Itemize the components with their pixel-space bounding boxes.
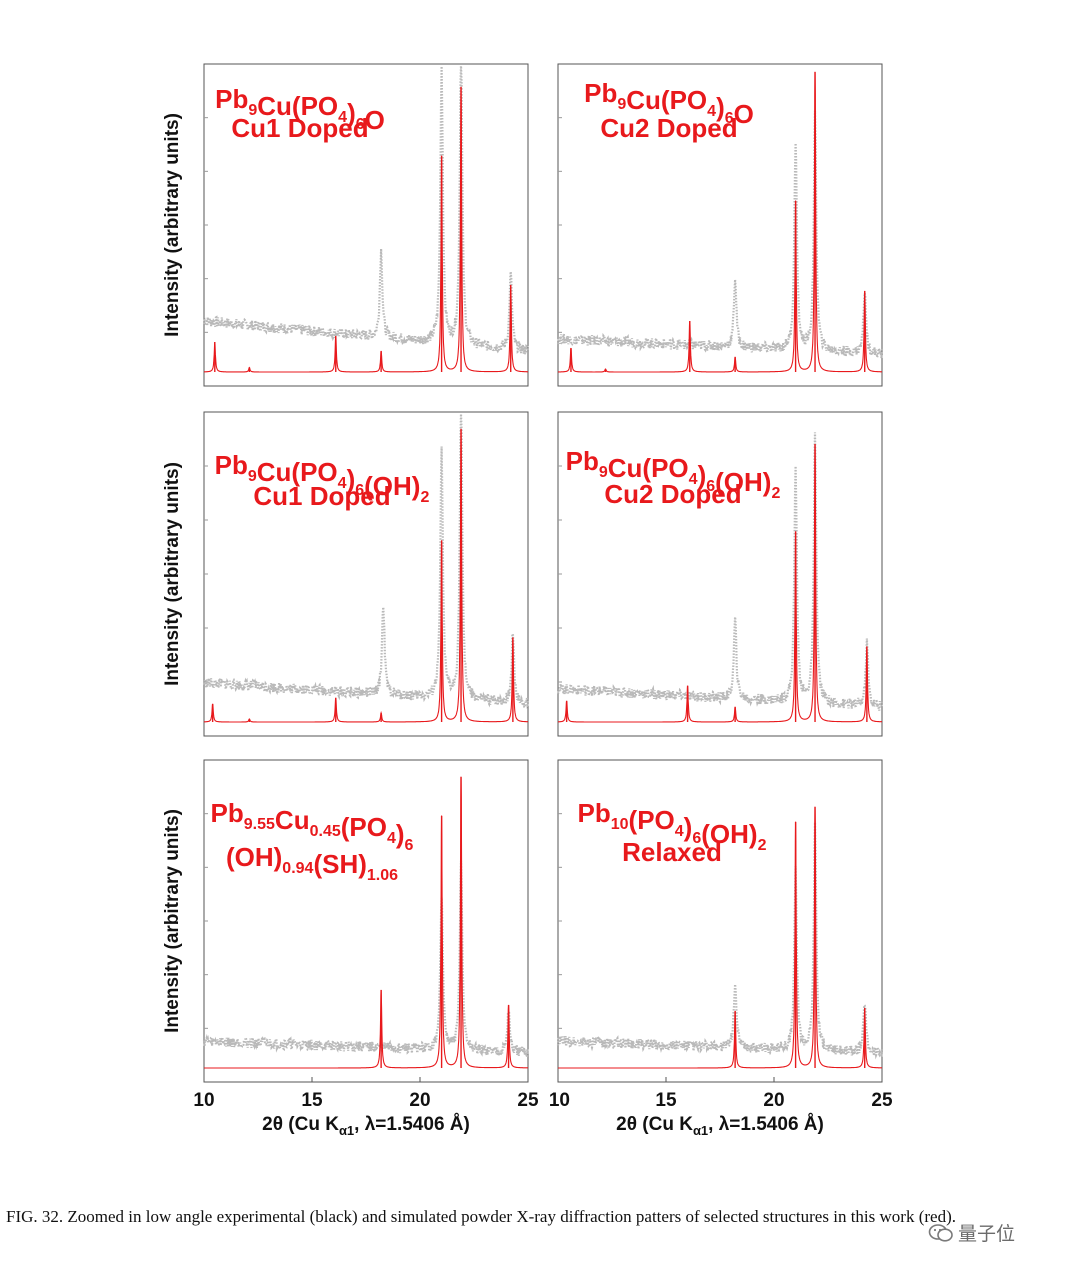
experimental-series bbox=[556, 822, 884, 1060]
panel-title-line-1: Pb9Cu(PO4)6(OH)2 bbox=[215, 450, 430, 506]
panel-title-line-1: Pb9.55Cu0.45(PO4)6 bbox=[211, 798, 414, 854]
simulated-series bbox=[204, 776, 528, 1069]
plot-frame bbox=[557, 759, 883, 1083]
x-tick-label: 10 bbox=[193, 1090, 214, 1111]
panel-title-line-2: Cu1 Doped bbox=[231, 113, 368, 143]
x-tick-label: 10 bbox=[549, 1090, 570, 1111]
x-tick-label: 20 bbox=[409, 1090, 430, 1111]
simulated-series bbox=[558, 806, 882, 1069]
panel-title-line-2: Cu2 Doped bbox=[600, 113, 737, 143]
simulated-series bbox=[558, 71, 882, 373]
y-axis-label: Intensity (arbitrary units) bbox=[162, 462, 183, 686]
x-axis-label: 2θ (Cu Kα1, λ=1.5406 Å) bbox=[616, 1114, 824, 1138]
plot-frame bbox=[557, 63, 883, 387]
panel-title-line-2: Relaxed bbox=[622, 837, 722, 867]
wechat-icon bbox=[928, 1223, 953, 1242]
plot-frame bbox=[203, 411, 529, 737]
x-axis-label: 2θ (Cu Kα1, λ=1.5406 Å) bbox=[262, 1114, 470, 1138]
panel-title-line-1: Pb9Cu(PO4)6(OH)2 bbox=[566, 446, 781, 502]
panel-title-line-2: (OH)0.94(SH)1.06 bbox=[226, 842, 398, 884]
panel-title-line-2: Cu1 Doped bbox=[253, 481, 390, 511]
plot-frame bbox=[557, 411, 883, 737]
panel-title-line-1: Pb9Cu(PO4)6O bbox=[584, 78, 754, 129]
experimental-series bbox=[556, 432, 884, 712]
watermark-text: 量子位 bbox=[958, 1223, 1016, 1245]
experimental-series bbox=[202, 413, 530, 710]
panel-bottom-left: Pb9.55Cu0.45(PO4)6(OH)0.94(SH)1.06 Intens… bbox=[162, 759, 539, 1138]
x-tick-label: 15 bbox=[655, 1090, 677, 1111]
y-axis-label: Intensity (arbitrary units) bbox=[162, 809, 183, 1033]
x-tick-label: 15 bbox=[301, 1090, 323, 1111]
watermark: 量子位 bbox=[928, 1219, 1015, 1246]
panel-title-line-1: Pb9Cu(PO4)6O bbox=[215, 84, 385, 135]
simulated-series bbox=[204, 86, 528, 373]
panel-title-line-2: Cu2 Doped bbox=[604, 479, 741, 509]
x-tick-label: 20 bbox=[763, 1090, 784, 1111]
experimental-series bbox=[202, 860, 530, 1060]
x-tick-label: 25 bbox=[871, 1090, 893, 1111]
x-tick-label: 25 bbox=[517, 1090, 539, 1111]
simulated-series bbox=[203, 428, 528, 723]
panel-title-line-1: Pb10(PO4)6(OH)2 bbox=[578, 798, 767, 854]
figure-caption: FIG. 32. Zoomed in low angle experimenta… bbox=[6, 1207, 956, 1226]
experimental-series bbox=[556, 110, 884, 359]
plot-frame bbox=[203, 759, 529, 1083]
y-axis-label: Intensity (arbitrary units) bbox=[162, 113, 183, 337]
simulated-series bbox=[558, 443, 883, 723]
